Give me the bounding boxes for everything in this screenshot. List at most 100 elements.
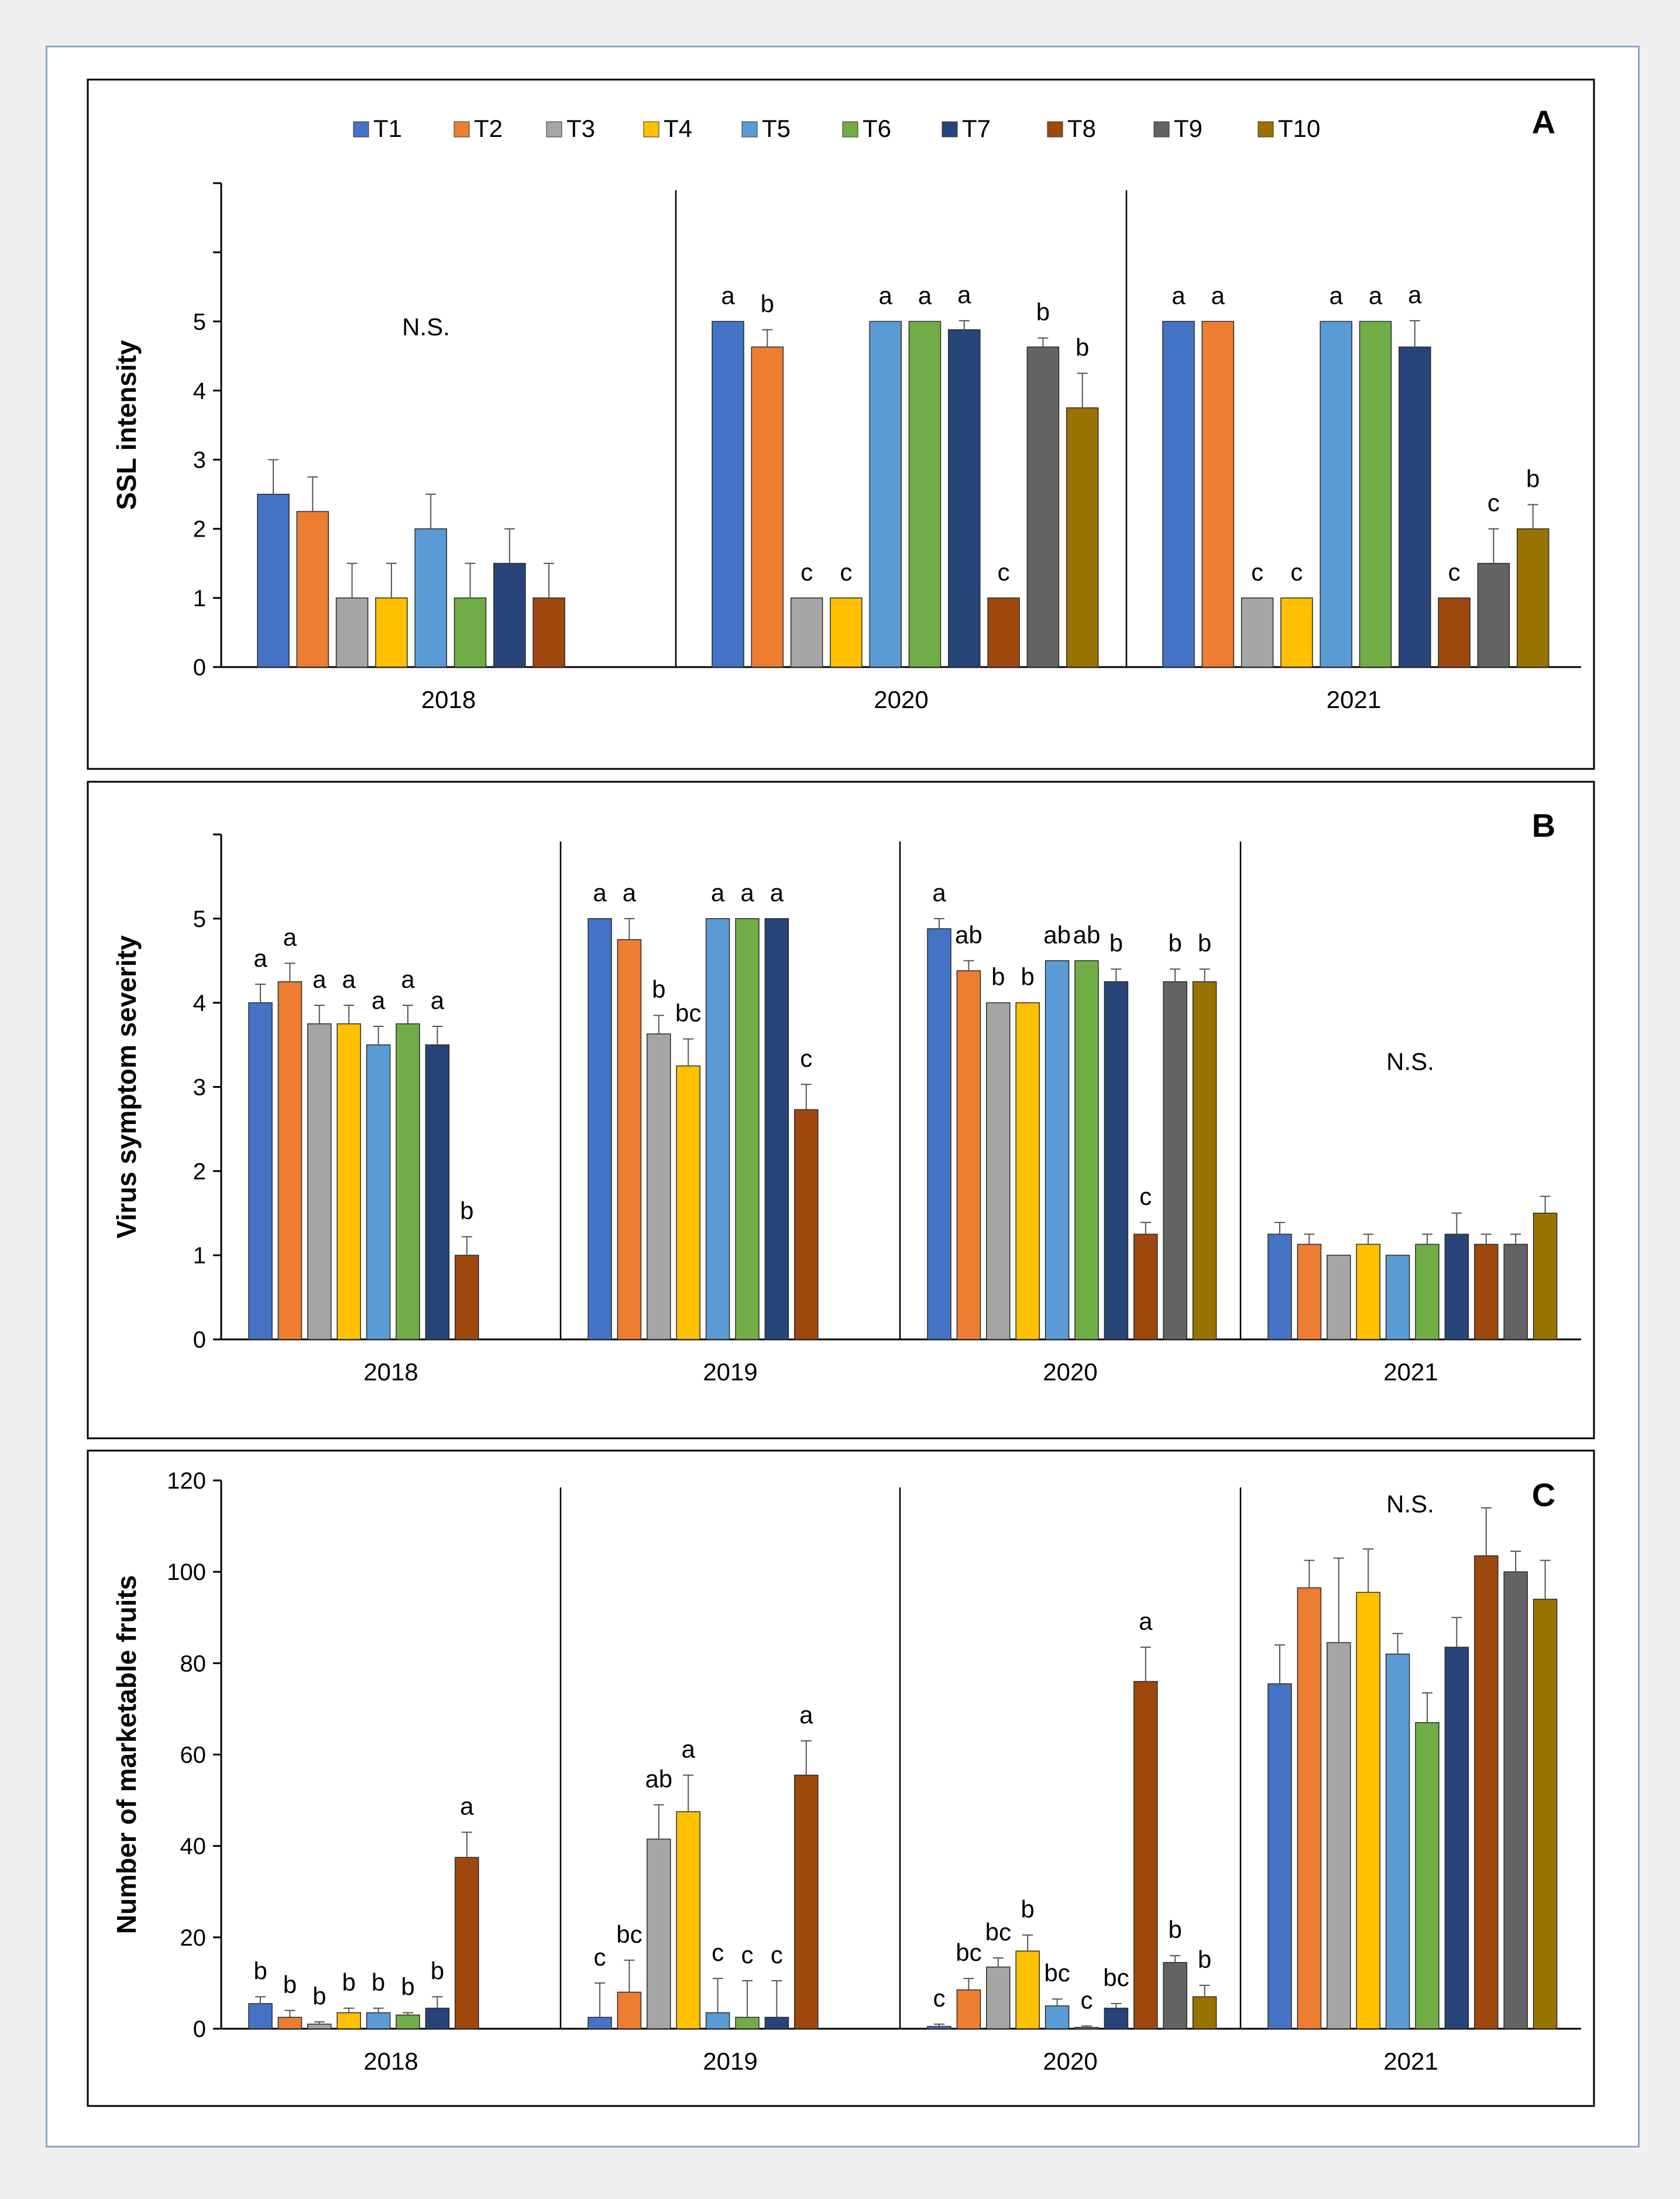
legend-swatch-t1 xyxy=(353,121,369,138)
bar-t1 xyxy=(588,2016,612,2029)
bar-t1 xyxy=(588,918,612,1340)
significance-label: b xyxy=(1198,929,1211,957)
bar-t7 xyxy=(1444,1233,1469,1340)
bar-t4 xyxy=(375,597,408,668)
bar-t8 xyxy=(794,1109,819,1340)
significance-label: c xyxy=(741,1941,754,1968)
bar-t8 xyxy=(1474,1555,1499,2029)
significance-label: a xyxy=(1369,281,1383,309)
significance-label: c xyxy=(594,1943,606,1971)
bar-t3 xyxy=(1327,1642,1351,2029)
significance-label: c xyxy=(801,558,813,586)
significance-label: a xyxy=(312,966,327,993)
bar-t10 xyxy=(1533,1212,1558,1340)
bar-t5 xyxy=(1320,321,1352,668)
bar-t1 xyxy=(1267,1233,1292,1340)
bar-t8 xyxy=(532,597,565,668)
legend-label-t2: T2 xyxy=(474,115,503,142)
y-tick-label: 3 xyxy=(193,1075,206,1101)
bar-t10 xyxy=(1533,1599,1558,2029)
bar-t2 xyxy=(617,1991,642,2029)
legend-swatch-t9 xyxy=(1153,121,1170,138)
bar-t2 xyxy=(617,939,642,1340)
significance-label: c xyxy=(1487,489,1500,517)
significance-label: a xyxy=(372,987,386,1014)
bar-t4 xyxy=(1280,597,1313,668)
significance-label: a xyxy=(431,987,445,1014)
legend: T1 T2 T3 T4 T5 T6 T7 T8 T9 T10 xyxy=(353,115,1320,142)
bar-t6 xyxy=(1359,321,1392,668)
bar-t10 xyxy=(1516,528,1550,668)
significance-label: a xyxy=(401,966,415,993)
bar-t3 xyxy=(307,1023,332,1340)
significance-label: a xyxy=(879,281,893,309)
bar-t1 xyxy=(1267,1683,1292,2029)
bar-t2 xyxy=(277,981,303,1340)
bar-t5 xyxy=(366,1044,391,1340)
legend-label-t10: T10 xyxy=(1278,115,1320,142)
x-category-label: 2021 xyxy=(1327,686,1381,713)
panel-letter: A xyxy=(1532,104,1555,140)
panel-border xyxy=(87,1449,1595,2107)
significance-label: b xyxy=(991,963,1005,991)
x-category-label: 2019 xyxy=(703,1358,757,1386)
bar-t9 xyxy=(1026,346,1060,668)
bar-t5 xyxy=(1385,1255,1410,1340)
bar-t5 xyxy=(366,2012,391,2029)
bar-t4 xyxy=(1015,1002,1040,1340)
bar-t7 xyxy=(1104,981,1129,1340)
legend-swatch-t2 xyxy=(454,121,470,138)
bar-t7 xyxy=(948,329,981,668)
significance-label: b xyxy=(1021,1895,1035,1923)
bar-t2 xyxy=(296,511,329,668)
bar-t4 xyxy=(676,1065,700,1340)
group-2018: 2018 N.S. xyxy=(257,313,565,713)
x-category-label: 2019 xyxy=(703,2047,757,2075)
x-category-label: 2018 xyxy=(421,686,476,713)
significance-label: a xyxy=(770,879,784,906)
bar-t5 xyxy=(414,528,447,668)
significance-label: bc xyxy=(675,999,701,1027)
bar-t1 xyxy=(248,2003,273,2029)
panel-letter: C xyxy=(1532,1476,1555,1513)
significance-label: c xyxy=(1251,558,1263,586)
significance-label: a xyxy=(740,879,754,906)
bar-t2 xyxy=(277,2016,303,2029)
significance-label: c xyxy=(933,1984,946,2012)
significance-label: b xyxy=(283,1971,297,1998)
bar-t5 xyxy=(869,321,902,668)
bar-t4 xyxy=(676,1811,700,2029)
x-category-label: 2020 xyxy=(874,686,928,713)
legend-swatch-t10 xyxy=(1258,121,1274,138)
legend-label-t3: T3 xyxy=(566,115,595,142)
significance-label: b xyxy=(1526,465,1540,492)
y-axis-title: Virus symptom severity xyxy=(111,935,142,1239)
bar-t8 xyxy=(455,1255,479,1340)
significance-label: bc xyxy=(616,1920,642,1948)
bar-t7 xyxy=(764,2016,789,2029)
significance-label: b xyxy=(1169,1916,1182,1943)
bar-t9 xyxy=(1163,1962,1187,2029)
group-2021: 2021 N.S. xyxy=(1239,1487,1558,2075)
bar-t8 xyxy=(455,1857,479,2029)
legend-swatch-t3 xyxy=(546,121,562,138)
bar-t7 xyxy=(493,563,526,668)
significance-label: c xyxy=(1448,558,1461,586)
x-category-label: 2018 xyxy=(363,2047,418,2075)
legend-swatch-t7 xyxy=(942,121,958,138)
y-tick-label: 2 xyxy=(193,1159,206,1184)
legend-swatch-t6 xyxy=(842,121,858,138)
significance-label: b xyxy=(1198,1946,1211,1973)
bar-t8 xyxy=(794,1774,819,2029)
y-tick-label: 40 xyxy=(180,1834,207,1860)
bar-t5 xyxy=(1045,960,1070,1340)
bar-t8 xyxy=(1438,597,1471,668)
significance-label: ab xyxy=(645,1765,672,1792)
significance-label: a xyxy=(1171,281,1186,309)
y-tick-label: 0 xyxy=(193,655,206,681)
bar-t7 xyxy=(1104,2008,1129,2029)
significance-label: a xyxy=(623,879,637,906)
significance-label: b xyxy=(253,1957,267,1984)
panel-border xyxy=(87,781,1595,1439)
